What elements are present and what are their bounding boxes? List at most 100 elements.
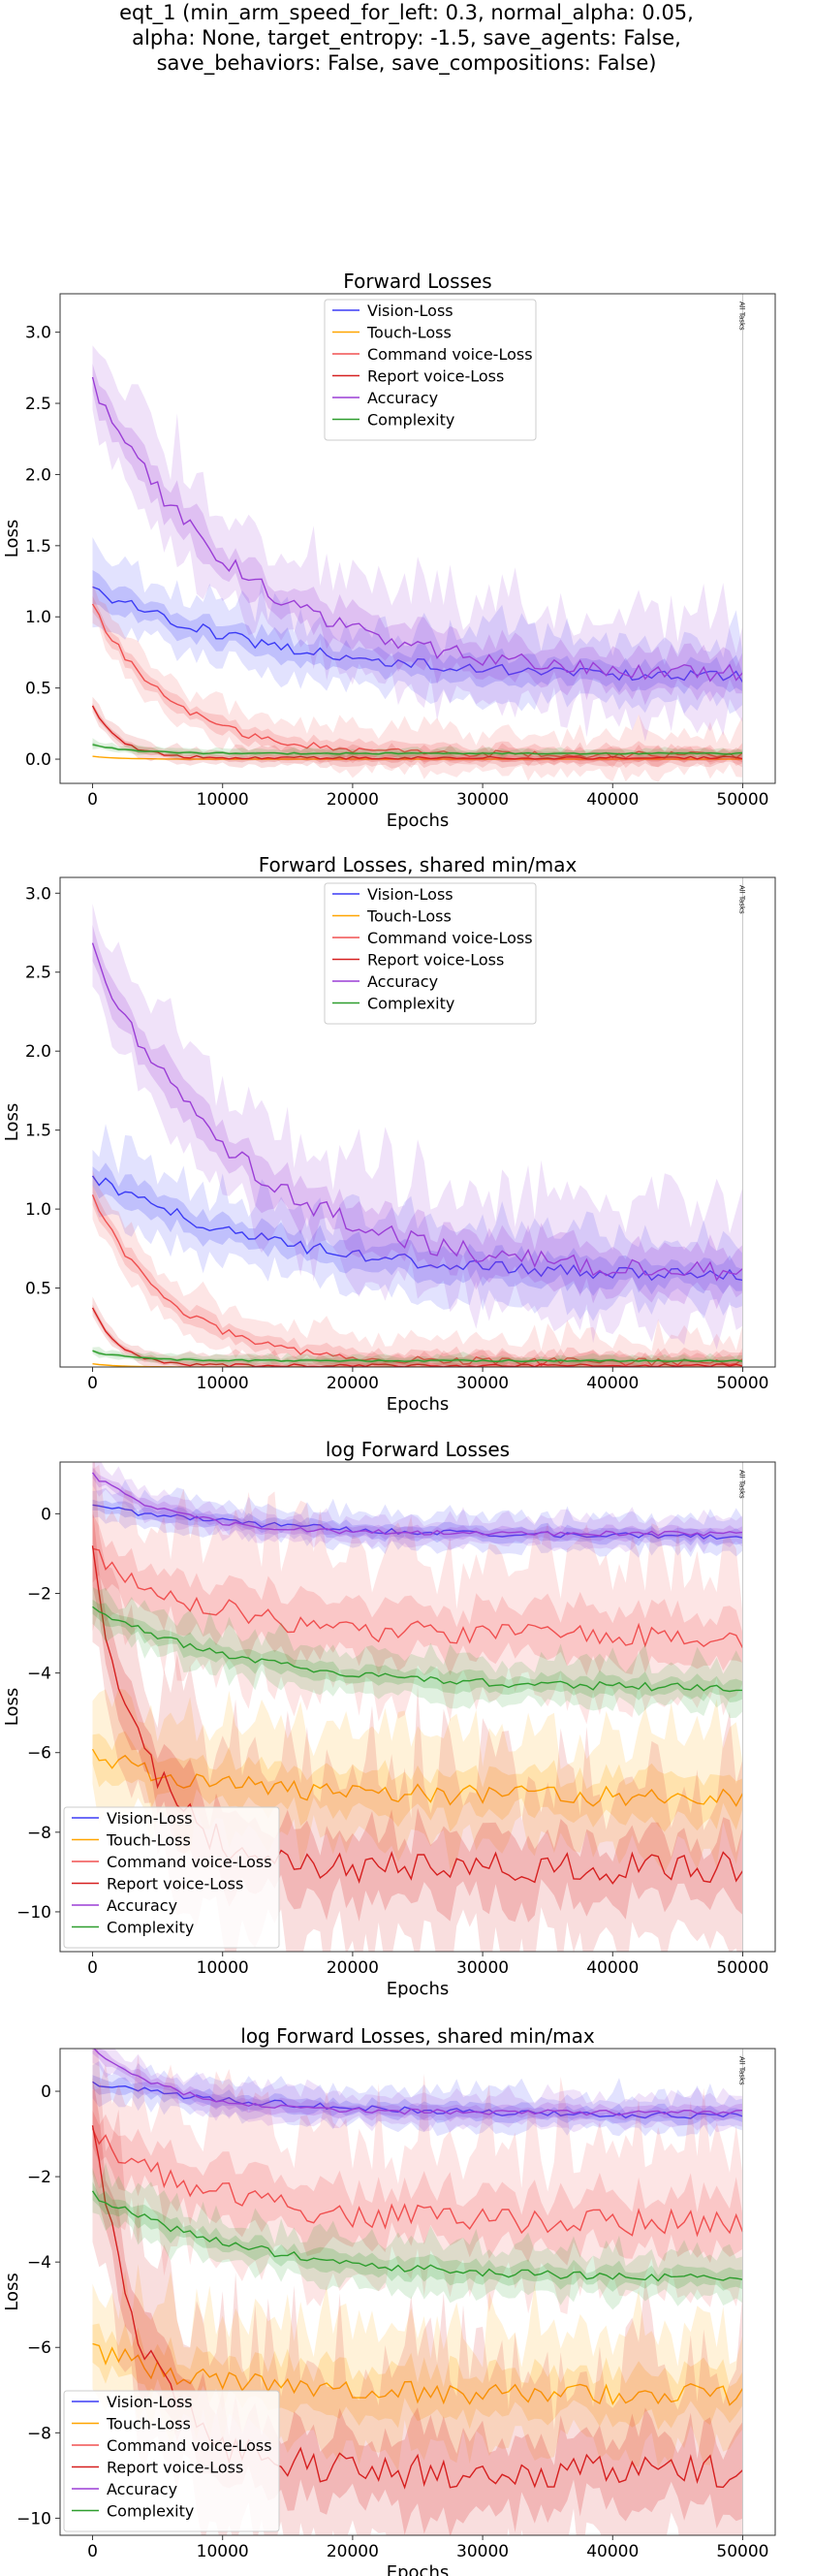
series-band-inner-vision [92,570,743,694]
series-line-vision [92,1504,743,1541]
series-band-inner-touch [92,2323,743,2431]
chart-panel-1: All Tasks 0 10000 20000 30000 40000 50000 0.0 0.… [2,270,776,831]
all-tasks-label: All Tasks [737,885,745,914]
legend-entry-touch: Touch-Loss [106,1831,191,1850]
x-tick-label: 30000 [456,2542,509,2561]
series-line-report [91,1307,743,1367]
series-band-inner-command [92,2110,743,2266]
series-band-outer-complexity [92,1347,743,1367]
legend-entry-complexity: Complexity [107,2502,194,2521]
legend-entry-vision: Vision-Loss [107,1809,193,1828]
x-tick-label: 30000 [456,790,509,810]
y-tick-label: 2.0 [25,1042,51,1062]
y-tick-label: −4 [27,2253,51,2273]
y-tick-label: 0.5 [25,680,51,699]
series-line-accuracy [93,2049,743,2116]
series-band-outer-command [92,583,743,782]
series-band-outer-accuracy [92,904,743,1351]
series-line-vision [91,1175,743,1282]
chart-legend: Vision-Loss Touch-Loss Command voice-Loss R… [63,1806,280,1949]
series-band-outer-accuracy [92,1462,743,1553]
series-band-inner-accuracy [92,1467,743,1543]
all-tasks-label: All Tasks [737,1470,745,1499]
series-band-outer-command [92,1169,743,1367]
series-band-inner-accuracy [92,364,743,706]
series-line-accuracy [91,1472,743,1537]
x-tick-label: 30000 [456,1374,509,1393]
y-axis-label: Loss [2,1103,22,1141]
series-line-command [91,2128,744,2238]
series-line-complexity [92,1350,743,1363]
legend-entry-report: Report voice-Loss [107,1875,243,1893]
legend-entry-vision: Vision-Loss [367,885,453,904]
series-band-outer-accuracy [92,345,743,742]
series-line-complexity [92,1606,743,1693]
series-line-accuracy [91,942,743,1282]
series-line-accuracy [91,376,744,683]
chart-legend: Vision-Loss Touch-Loss Command voice-Loss R… [324,299,537,441]
y-tick-label: 2.5 [25,964,51,983]
suptitle-line-1: eqt_1 (min_arm_speed_for_left: 0.3, norm… [119,1,694,24]
y-tick-label: −4 [27,1665,51,1684]
legend-entry-command: Command voice-Loss [107,1853,272,1871]
x-tick-label: 20000 [327,790,379,810]
chart-title: log Forward Losses, shared min/max [240,2024,595,2048]
series-band-inner-command [92,595,743,768]
chart-legend: Vision-Loss Touch-Loss Command voice-Loss R… [63,2390,280,2532]
y-axis-label: Loss [2,2273,22,2310]
y-tick-label: 0 [41,1505,51,1524]
x-tick-label: 40000 [586,1374,639,1393]
plot-area [91,345,744,782]
legend-entry-vision: Vision-Loss [107,2393,193,2411]
y-tick-label: 1.5 [25,537,51,557]
x-tick-label: 10000 [197,1374,249,1393]
y-tick-label: −10 [16,1903,51,1923]
legend-entry-accuracy: Accuracy [367,972,438,991]
y-axis-label: Loss [2,520,22,557]
legend-entry-complexity: Complexity [367,995,454,1013]
x-tick-label: 20000 [327,2542,379,2561]
y-axis-label: Loss [2,1688,22,1726]
x-tick-label: 40000 [586,2542,639,2561]
series-band-outer-vision [92,537,743,715]
series-line-complexity [91,2190,743,2282]
x-tick-label: 50000 [716,1958,768,1978]
legend-entry-touch: Touch-Loss [106,2415,191,2433]
all-tasks-label: All Tasks [737,302,745,331]
series-band-inner-complexity [92,2181,743,2292]
y-tick-label: −8 [27,2424,51,2443]
x-axis-label: Epochs [387,811,450,831]
chart-title: Forward Losses [343,270,491,293]
legend-box [63,2390,280,2532]
x-tick-label: 50000 [716,2542,768,2561]
legend-entry-report: Report voice-Loss [367,951,504,970]
legend-box [324,299,537,441]
series-line-touch [92,2342,744,2406]
figure-suptitle: eqt_1 (min_arm_speed_for_left: 0.3, norm… [0,0,813,76]
all-tasks-label: All Tasks [737,2056,745,2085]
x-tick-label: 30000 [456,1958,509,1978]
series-band-inner-accuracy [92,924,743,1310]
x-axis-label: Epochs [387,1979,450,1999]
x-tick-label: 40000 [586,790,639,810]
y-tick-label: −10 [16,2509,51,2528]
legend-entry-accuracy: Accuracy [107,1896,177,1915]
y-tick-label: 1.5 [25,1122,51,1141]
series-band-outer-command [92,2054,743,2314]
x-axis-label: Epochs [387,2562,450,2576]
x-tick-label: 50000 [716,1374,768,1393]
x-tick-label: 20000 [327,1958,379,1978]
y-tick-label: −6 [27,1744,51,1764]
axes-frame [59,293,776,784]
series-band-inner-touch [92,1731,743,1832]
chart-panel-4: All Tasks 0 10000 20000 30000 40000 50000 0 −2 −4… [2,2024,776,2576]
series-band-outer-command [92,1464,743,1725]
y-tick-label: 3.0 [25,884,51,904]
series-band-inner-command [92,1513,743,1676]
series-line-vision [92,2081,743,2119]
series-line-command [91,1194,743,1367]
series-band-outer-vision [92,2060,743,2138]
x-tick-label: 10000 [197,2542,249,2561]
y-tick-label: −6 [27,2338,51,2358]
